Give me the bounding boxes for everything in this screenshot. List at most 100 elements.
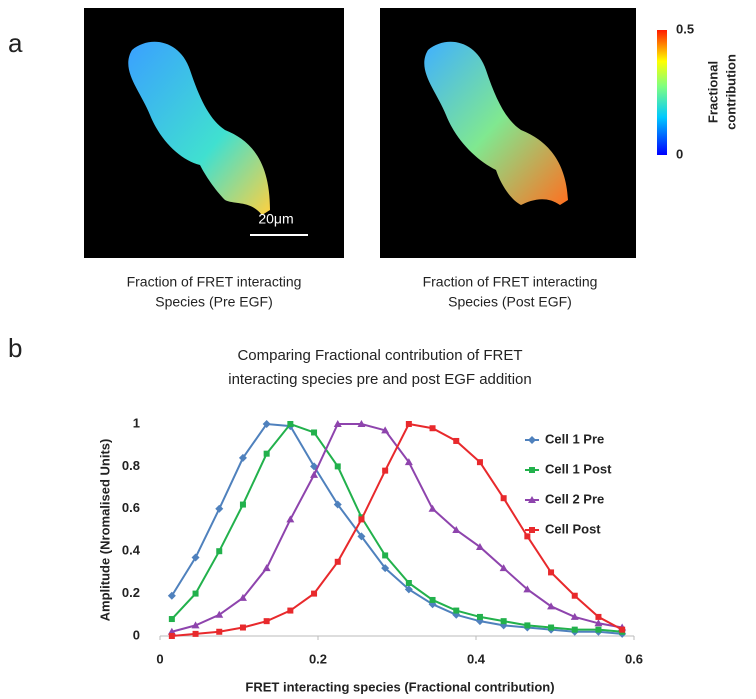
y-axis-title: Amplitude (Nromalised Units) (97, 439, 112, 622)
marker (595, 613, 602, 620)
marker (453, 437, 460, 444)
y-tick-label: 0.6 (122, 500, 140, 515)
marker (310, 470, 319, 478)
y-tick-label: 0.2 (122, 585, 140, 600)
cell-image (424, 41, 568, 205)
marker (333, 420, 342, 427)
marker (405, 421, 412, 427)
marker (192, 590, 199, 597)
marker (548, 624, 555, 631)
colorbar-min: 0 (676, 146, 683, 161)
marker (263, 450, 270, 457)
marker (571, 626, 578, 633)
marker (216, 548, 223, 555)
marker (428, 504, 437, 512)
marker (476, 459, 483, 466)
marker (524, 533, 531, 540)
caption: Fraction of FRET interacting (127, 274, 302, 290)
marker (191, 553, 200, 562)
cell-image (128, 41, 270, 215)
marker (262, 564, 271, 572)
marker (528, 496, 536, 503)
marker (215, 610, 224, 618)
marker (238, 593, 247, 601)
panel-label: a (8, 28, 23, 58)
colorbar-max: 0.5 (676, 21, 694, 36)
x-tick-label: 0.2 (309, 651, 327, 666)
marker (216, 628, 223, 635)
line (171, 422, 623, 633)
marker (595, 626, 602, 633)
marker (528, 436, 536, 444)
marker (429, 425, 436, 432)
chart-title: interacting species pre and post EGF add… (228, 371, 532, 388)
marker (311, 590, 318, 597)
marker (215, 504, 224, 513)
marker (192, 630, 199, 637)
marker (239, 624, 246, 631)
caption: Species (Post EGF) (448, 294, 572, 310)
marker (191, 621, 200, 629)
marker (500, 495, 507, 502)
marker (239, 501, 246, 508)
legend-label: Cell 1 Pre (545, 431, 604, 446)
panel-label: b (8, 333, 22, 363)
marker (529, 527, 535, 533)
marker (571, 592, 578, 599)
marker (594, 619, 603, 627)
colorbar-title: Fractional (705, 61, 720, 123)
marker (287, 421, 294, 427)
legend-label: Cell Post (545, 521, 601, 536)
marker (382, 467, 389, 474)
x-tick-label: 0 (156, 651, 163, 666)
y-tick-label: 1 (133, 415, 140, 430)
x-tick-label: 0.4 (467, 651, 486, 666)
marker (263, 618, 270, 625)
marker (500, 618, 507, 625)
marker (570, 612, 579, 620)
marker (548, 569, 555, 576)
caption: Fraction of FRET interacting (423, 274, 598, 290)
line (171, 422, 623, 635)
caption: Species (Pre EGF) (155, 294, 272, 310)
marker (547, 602, 556, 610)
marker (238, 453, 247, 462)
colorbar-title: contribution (723, 54, 738, 130)
marker (619, 626, 626, 633)
marker (167, 591, 176, 600)
marker (334, 558, 341, 565)
marker (529, 467, 535, 473)
marker (168, 616, 175, 623)
marker (476, 613, 483, 620)
marker (168, 633, 175, 639)
marker (452, 526, 461, 533)
y-tick-label: 0.4 (122, 543, 141, 558)
legend-label: Cell 2 Pre (545, 491, 604, 506)
marker (453, 607, 460, 614)
colorbar (657, 30, 667, 155)
scale-bar-label: 20μm (258, 211, 293, 227)
legend-label: Cell 1 Post (545, 461, 612, 476)
marker (499, 564, 508, 572)
chart-title: Comparing Fractional contribution of FRE… (237, 347, 522, 364)
marker (287, 607, 294, 614)
marker (311, 429, 318, 436)
marker (382, 552, 389, 559)
x-tick-label: 0.6 (625, 651, 643, 666)
marker (333, 500, 342, 509)
marker (405, 580, 412, 586)
marker (475, 542, 484, 550)
marker (381, 426, 390, 434)
y-tick-label: 0 (133, 627, 140, 642)
marker (404, 585, 413, 594)
marker (334, 463, 341, 470)
marker (286, 515, 295, 523)
marker (262, 420, 271, 428)
marker (524, 622, 531, 629)
line (171, 422, 623, 637)
marker (404, 458, 413, 466)
marker (381, 564, 390, 573)
marker (429, 596, 436, 603)
marker (523, 585, 532, 593)
